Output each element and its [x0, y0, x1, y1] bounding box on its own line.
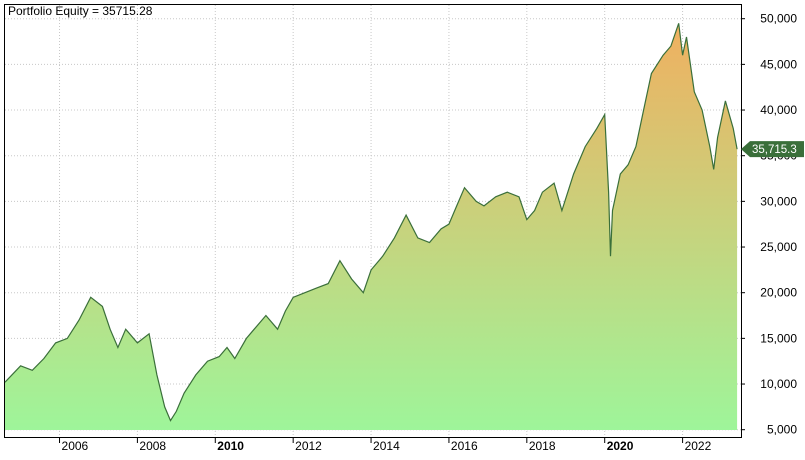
last-value-badge [741, 141, 804, 158]
y-tick-label: 20,000 [760, 286, 797, 300]
y-tick-label: 15,000 [760, 331, 797, 345]
last-value-label: 35,715.3 [752, 144, 797, 156]
y-axis: 50,00045,00040,00035,00030,00025,00020,0… [741, 12, 797, 437]
x-tick-label: 2020 [607, 439, 634, 453]
last-value-marker: 35,715.3 [741, 141, 804, 158]
equity-line [4, 23, 738, 422]
x-tick-label: 2010 [217, 439, 244, 453]
y-tick-label: 25,000 [760, 240, 797, 254]
equity-area [5, 23, 738, 431]
y-tick-label: 50,000 [760, 12, 797, 26]
x-tick-label: 2012 [295, 439, 322, 453]
x-axis: 2006 2008 2010 2012 2014 2016 2018 2020 2022 [59, 437, 712, 453]
x-tick-label: 2014 [373, 439, 400, 453]
chart-title: Portfolio Equity = 35715.28 [8, 4, 153, 18]
x-tick-label: 2006 [62, 439, 89, 453]
y-tick-label: 45,000 [760, 57, 797, 71]
y-tick-label: 40,000 [760, 103, 797, 117]
y-tick-label: 10,000 [760, 377, 797, 391]
x-tick-label: 2018 [529, 439, 556, 453]
x-tick-label: 2022 [685, 439, 712, 453]
y-tick-label: 30,000 [760, 194, 797, 208]
x-tick-label: 2008 [139, 439, 166, 453]
y-tick-label: 5,000 [767, 423, 797, 437]
x-tick-label: 2016 [451, 439, 478, 453]
